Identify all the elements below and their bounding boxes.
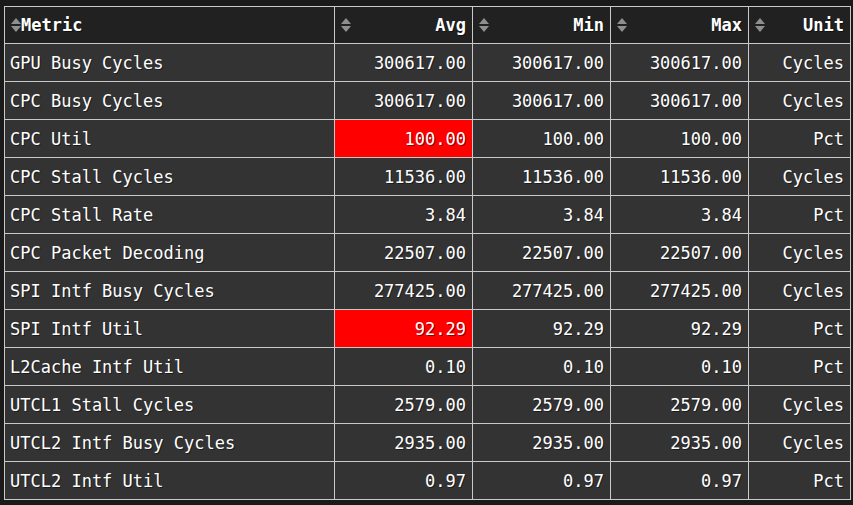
- sort-icon: [479, 18, 489, 32]
- table-row: CPC Util 100.00 100.00 100.00 Pct: [5, 120, 851, 158]
- metric-cell: UTCL2 Intf Busy Cycles: [5, 424, 335, 462]
- avg-cell: 300617.00: [335, 82, 473, 120]
- column-header-label: Metric: [21, 17, 82, 34]
- min-cell: 300617.00: [473, 82, 611, 120]
- unit-cell: Cycles: [749, 44, 851, 82]
- max-cell: 0.97: [611, 462, 749, 500]
- table-row: CPC Stall Cycles 11536.00 11536.00 11536…: [5, 158, 851, 196]
- min-cell: 92.29: [473, 310, 611, 348]
- avg-cell: 3.84: [335, 196, 473, 234]
- sort-icon: [617, 18, 627, 32]
- table-row: UTCL1 Stall Cycles 2579.00 2579.00 2579.…: [5, 386, 851, 424]
- min-cell: 22507.00: [473, 234, 611, 272]
- max-cell: 2579.00: [611, 386, 749, 424]
- column-header-min[interactable]: Min: [473, 7, 611, 44]
- metric-cell: UTCL1 Stall Cycles: [5, 386, 335, 424]
- max-cell: 300617.00: [611, 44, 749, 82]
- avg-cell: 0.10: [335, 348, 473, 386]
- table-row: SPI Intf Util 92.29 92.29 92.29 Pct: [5, 310, 851, 348]
- column-header-avg[interactable]: Avg: [335, 7, 473, 44]
- table-row: CPC Stall Rate 3.84 3.84 3.84 Pct: [5, 196, 851, 234]
- max-cell: 2935.00: [611, 424, 749, 462]
- sort-icon: [341, 18, 351, 32]
- max-cell: 11536.00: [611, 158, 749, 196]
- unit-cell: Cycles: [749, 158, 851, 196]
- table-row: L2Cache Intf Util 0.10 0.10 0.10 Pct: [5, 348, 851, 386]
- unit-cell: Pct: [749, 348, 851, 386]
- column-header-metric[interactable]: Metric: [5, 7, 335, 44]
- unit-cell: Pct: [749, 462, 851, 500]
- unit-cell: Cycles: [749, 234, 851, 272]
- avg-cell: 100.00: [335, 120, 473, 158]
- avg-cell: 300617.00: [335, 44, 473, 82]
- min-cell: 0.10: [473, 348, 611, 386]
- column-header-unit[interactable]: Unit: [749, 7, 851, 44]
- unit-cell: Cycles: [749, 424, 851, 462]
- metric-cell: UTCL2 Intf Util: [5, 462, 335, 500]
- max-cell: 0.10: [611, 348, 749, 386]
- min-cell: 100.00: [473, 120, 611, 158]
- metric-cell: CPC Stall Cycles: [5, 158, 335, 196]
- unit-cell: Cycles: [749, 82, 851, 120]
- table-row: CPC Busy Cycles 300617.00 300617.00 3006…: [5, 82, 851, 120]
- metrics-table: Metric Avg Min Max: [4, 6, 851, 500]
- max-cell: 277425.00: [611, 272, 749, 310]
- avg-cell: 92.29: [335, 310, 473, 348]
- metric-cell: CPC Stall Rate: [5, 196, 335, 234]
- column-header-label: Min: [573, 17, 604, 34]
- max-cell: 100.00: [611, 120, 749, 158]
- table-row: CPC Packet Decoding 22507.00 22507.00 22…: [5, 234, 851, 272]
- min-cell: 300617.00: [473, 44, 611, 82]
- metric-cell: GPU Busy Cycles: [5, 44, 335, 82]
- column-header-max[interactable]: Max: [611, 7, 749, 44]
- unit-cell: Pct: [749, 196, 851, 234]
- unit-cell: Cycles: [749, 272, 851, 310]
- max-cell: 3.84: [611, 196, 749, 234]
- column-header-label: Max: [711, 17, 742, 34]
- avg-cell: 0.97: [335, 462, 473, 500]
- column-header-label: Unit: [803, 17, 844, 34]
- metric-cell: CPC Util: [5, 120, 335, 158]
- min-cell: 2935.00: [473, 424, 611, 462]
- min-cell: 277425.00: [473, 272, 611, 310]
- metric-cell: CPC Packet Decoding: [5, 234, 335, 272]
- max-cell: 300617.00: [611, 82, 749, 120]
- metric-cell: L2Cache Intf Util: [5, 348, 335, 386]
- sort-icon: [11, 18, 21, 32]
- min-cell: 0.97: [473, 462, 611, 500]
- min-cell: 2579.00: [473, 386, 611, 424]
- column-header-label: Avg: [435, 17, 466, 34]
- unit-cell: Pct: [749, 310, 851, 348]
- min-cell: 11536.00: [473, 158, 611, 196]
- table-row: UTCL2 Intf Busy Cycles 2935.00 2935.00 2…: [5, 424, 851, 462]
- table-row: GPU Busy Cycles 300617.00 300617.00 3006…: [5, 44, 851, 82]
- metric-cell: SPI Intf Util: [5, 310, 335, 348]
- table-row: UTCL2 Intf Util 0.97 0.97 0.97 Pct: [5, 462, 851, 500]
- avg-cell: 11536.00: [335, 158, 473, 196]
- avg-cell: 2579.00: [335, 386, 473, 424]
- unit-cell: Pct: [749, 120, 851, 158]
- max-cell: 92.29: [611, 310, 749, 348]
- header-row: Metric Avg Min Max: [5, 7, 851, 44]
- metric-cell: CPC Busy Cycles: [5, 82, 335, 120]
- unit-cell: Cycles: [749, 386, 851, 424]
- max-cell: 22507.00: [611, 234, 749, 272]
- table-body: GPU Busy Cycles 300617.00 300617.00 3006…: [5, 44, 851, 500]
- min-cell: 3.84: [473, 196, 611, 234]
- avg-cell: 22507.00: [335, 234, 473, 272]
- metric-cell: SPI Intf Busy Cycles: [5, 272, 335, 310]
- table-row: SPI Intf Busy Cycles 277425.00 277425.00…: [5, 272, 851, 310]
- sort-icon: [755, 18, 765, 32]
- avg-cell: 277425.00: [335, 272, 473, 310]
- avg-cell: 2935.00: [335, 424, 473, 462]
